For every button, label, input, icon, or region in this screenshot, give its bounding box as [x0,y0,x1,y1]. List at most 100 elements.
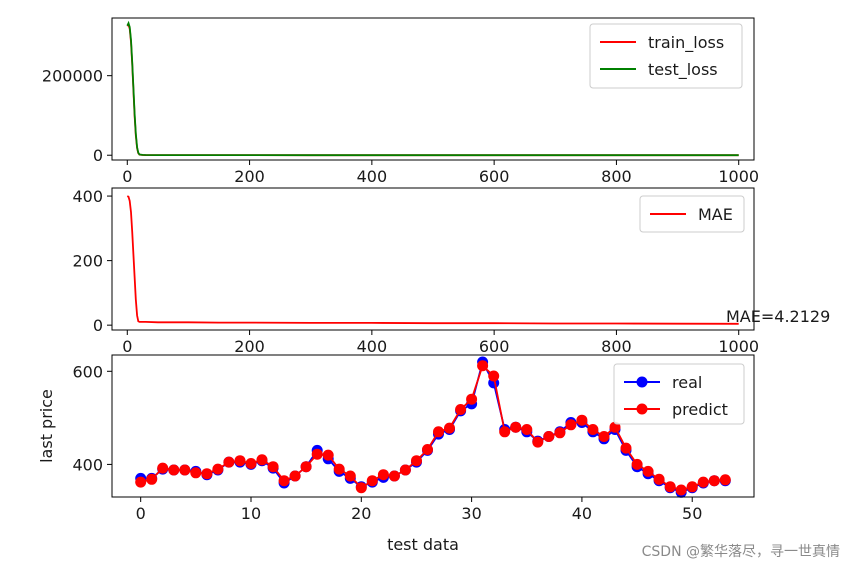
x-tick-label: 40 [572,504,592,523]
x-tick-label: 200 [234,337,265,356]
x-tick-label: 400 [357,337,388,356]
data-point-predict [664,481,676,493]
data-point-predict [289,470,301,482]
x-axis-label: test data [387,535,459,554]
subplot-3: 0 10 20 30 40 50 400 600 test data last price real… [37,354,755,554]
data-point-predict [411,455,422,467]
data-point-predict [675,484,687,496]
data-point-predict [686,481,698,493]
subplot-1: 0 200 400 600 800 1000 0 200000 train_loss test_l… [42,17,759,186]
data-point-predict [245,458,257,469]
legend-label-MAE: MAE [698,205,733,224]
axes-frame [111,17,755,161]
data-point-predict [719,474,731,486]
data-point-predict [190,467,202,479]
axes-frame [111,187,755,331]
data-point-predict [532,436,544,448]
data-point-predict [565,419,577,431]
x-tick-label: 1000 [718,337,759,356]
x-tick-label: 200 [234,167,265,186]
x-tick-label: 1000 [718,167,759,186]
data-point-predict [168,464,180,476]
data-point-predict [477,360,489,372]
x-tick-label: 0 [122,337,132,356]
data-point-predict [278,475,290,487]
data-point-predict [620,442,632,454]
x-tick-label: 400 [357,167,388,186]
data-point-predict [455,404,467,415]
y-tick-label: 600 [72,362,103,381]
watermark: CSDN @繁华落尽，寻一世真情 [641,544,840,560]
data-point-predict [708,475,720,487]
data-point-predict [267,461,279,473]
y-tick-label: 200000 [42,67,103,86]
legend-label-predict: predict [672,400,728,419]
data-point-predict [488,370,500,382]
x-tick-label: 600 [479,337,510,356]
data-point-predict [223,456,235,468]
data-point-predict [653,473,665,485]
data-point-predict [642,465,654,477]
axes-frame [111,354,755,498]
data-point-predict [466,393,478,405]
data-point-predict [377,469,389,481]
data-point-predict [311,448,323,460]
x-tick-label: 0 [136,504,146,523]
y-tick-label: 200 [72,252,103,271]
data-point-predict [587,424,599,435]
data-point-predict [146,473,158,485]
data-point-predict [499,426,511,438]
data-point-predict [388,470,400,482]
data-point-predict [300,461,312,473]
data-point-predict [399,464,411,476]
data-point-predict [157,462,169,474]
data-point-predict [576,414,588,426]
data-point-predict [366,475,378,487]
x-tick-label: 800 [601,167,632,186]
data-point-predict [543,431,555,442]
x-tick-label: 10 [241,504,261,523]
data-point-predict [179,464,191,476]
x-tick-label: 50 [682,504,702,523]
data-point-predict [256,454,268,466]
x-tick-label: 800 [601,337,632,356]
data-point-predict [135,476,147,488]
subplot-2: 0 200 400 600 800 1000 0 200 400 MAE=4.2129 MAE [72,187,830,356]
data-point-predict [355,482,367,494]
y-tick-label: 400 [72,455,103,474]
data-point-predict [598,431,610,442]
data-point-predict [422,444,433,455]
y-axis-label: last price [37,389,56,463]
data-point-predict [333,463,345,475]
legend-box [589,23,743,89]
y-tick-label: 0 [93,146,103,165]
legend-box [639,195,745,233]
y-tick-label: 400 [72,187,103,206]
data-point-predict [697,476,709,488]
data-point-predict [554,427,566,439]
x-tick-label: 20 [351,504,371,523]
data-point-predict [444,422,455,434]
series-line-MAE [126,195,739,325]
legend-marker-predict [636,403,648,415]
series-line-test_loss [126,20,739,157]
data-point-predict [212,463,224,475]
data-point-predict [521,424,533,435]
x-tick-label: 30 [461,504,481,523]
x-tick-label: 0 [122,167,132,186]
y-tick-label: 0 [93,316,103,335]
data-point-predict [234,455,246,467]
x-tick-label: 600 [479,167,510,186]
data-point-predict [433,426,444,438]
data-point-predict [510,421,522,433]
data-point-predict [344,470,356,482]
legend-marker-real [636,376,648,388]
legend-label-train_loss: train_loss [648,33,724,53]
data-point-predict [201,468,213,480]
legend-label-test_loss: test_loss [648,60,718,80]
data-point-predict [322,449,334,461]
annotation-text: MAE=4.2129 [726,307,830,326]
data-point-predict [631,458,643,470]
